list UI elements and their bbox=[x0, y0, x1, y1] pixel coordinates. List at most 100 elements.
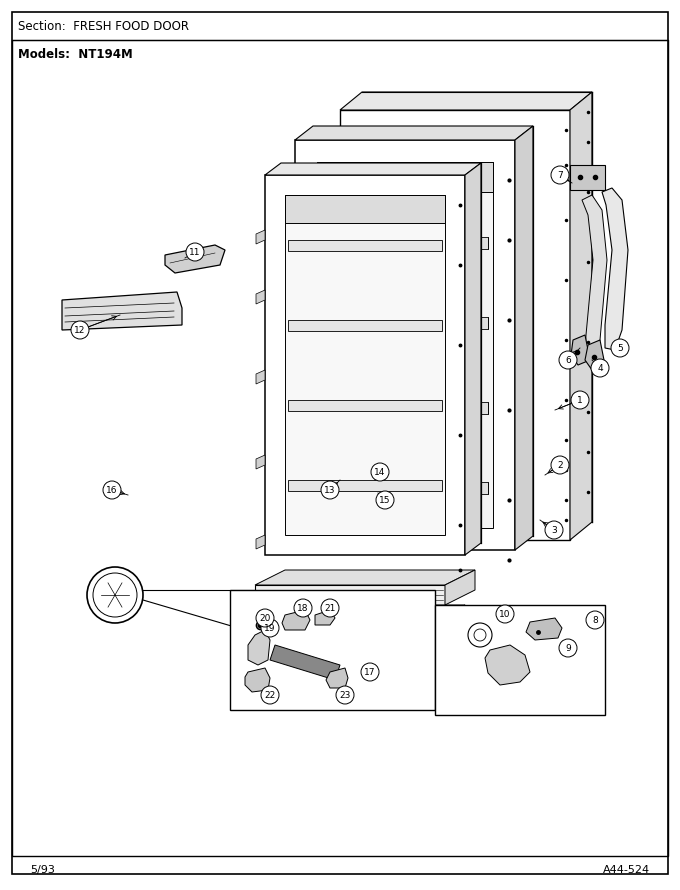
Polygon shape bbox=[515, 126, 533, 550]
Circle shape bbox=[294, 599, 312, 617]
Bar bbox=[230, 590, 435, 710]
Text: 5: 5 bbox=[617, 344, 623, 352]
Text: 20: 20 bbox=[259, 613, 271, 622]
Polygon shape bbox=[585, 340, 605, 370]
Circle shape bbox=[103, 481, 121, 499]
Text: 12: 12 bbox=[74, 326, 86, 335]
Text: 8: 8 bbox=[592, 616, 598, 625]
Polygon shape bbox=[571, 335, 590, 365]
Polygon shape bbox=[340, 110, 570, 540]
Circle shape bbox=[496, 605, 514, 623]
Polygon shape bbox=[288, 240, 442, 251]
Polygon shape bbox=[315, 610, 335, 625]
Polygon shape bbox=[256, 290, 265, 304]
Text: 22: 22 bbox=[265, 691, 275, 700]
Circle shape bbox=[256, 609, 274, 627]
Polygon shape bbox=[435, 605, 465, 640]
Polygon shape bbox=[317, 162, 493, 192]
Circle shape bbox=[586, 611, 604, 629]
Polygon shape bbox=[570, 92, 592, 540]
Circle shape bbox=[321, 481, 339, 499]
Circle shape bbox=[361, 663, 379, 681]
Polygon shape bbox=[322, 237, 488, 249]
Polygon shape bbox=[322, 317, 488, 329]
Polygon shape bbox=[295, 140, 515, 550]
Polygon shape bbox=[602, 188, 628, 350]
Circle shape bbox=[71, 321, 89, 339]
Polygon shape bbox=[62, 292, 182, 330]
Text: A44-524: A44-524 bbox=[603, 865, 650, 875]
Polygon shape bbox=[287, 340, 295, 355]
Text: 13: 13 bbox=[324, 486, 336, 495]
Circle shape bbox=[551, 166, 569, 184]
Polygon shape bbox=[322, 482, 488, 494]
Text: 1: 1 bbox=[577, 395, 583, 404]
Text: 16: 16 bbox=[106, 486, 118, 495]
Text: 21: 21 bbox=[324, 603, 336, 612]
Polygon shape bbox=[295, 126, 533, 140]
Bar bbox=[435, 605, 605, 715]
Polygon shape bbox=[288, 320, 442, 331]
Text: 10: 10 bbox=[499, 610, 511, 619]
Polygon shape bbox=[287, 510, 295, 525]
Polygon shape bbox=[256, 230, 265, 244]
Polygon shape bbox=[256, 370, 265, 384]
Polygon shape bbox=[256, 455, 265, 469]
Polygon shape bbox=[570, 165, 605, 190]
Polygon shape bbox=[322, 402, 488, 414]
Circle shape bbox=[376, 491, 394, 509]
Text: 23: 23 bbox=[339, 691, 351, 700]
Polygon shape bbox=[256, 535, 265, 549]
Text: Models:  NT194M: Models: NT194M bbox=[18, 47, 133, 61]
Text: 15: 15 bbox=[379, 496, 391, 505]
Polygon shape bbox=[465, 163, 481, 555]
Circle shape bbox=[261, 686, 279, 704]
Polygon shape bbox=[287, 260, 295, 275]
Text: Section:  FRESH FOOD DOOR: Section: FRESH FOOD DOOR bbox=[18, 20, 189, 33]
Circle shape bbox=[559, 639, 577, 657]
Circle shape bbox=[591, 359, 609, 377]
Polygon shape bbox=[270, 645, 340, 680]
Circle shape bbox=[551, 456, 569, 474]
Circle shape bbox=[545, 521, 563, 539]
Polygon shape bbox=[240, 640, 455, 655]
Polygon shape bbox=[288, 480, 442, 491]
Text: 18: 18 bbox=[297, 603, 309, 612]
Circle shape bbox=[559, 351, 577, 369]
Polygon shape bbox=[245, 620, 435, 640]
Polygon shape bbox=[282, 610, 310, 630]
Text: 17: 17 bbox=[364, 668, 376, 676]
Text: 19: 19 bbox=[265, 624, 276, 633]
Polygon shape bbox=[248, 630, 270, 665]
Polygon shape bbox=[526, 618, 562, 640]
Circle shape bbox=[261, 619, 279, 637]
Text: 9: 9 bbox=[565, 643, 571, 652]
Polygon shape bbox=[288, 400, 442, 411]
Polygon shape bbox=[287, 200, 295, 215]
Circle shape bbox=[468, 623, 492, 647]
Polygon shape bbox=[285, 195, 445, 223]
Circle shape bbox=[371, 463, 389, 481]
Polygon shape bbox=[340, 92, 592, 110]
Text: 14: 14 bbox=[374, 467, 386, 476]
Polygon shape bbox=[326, 668, 348, 688]
Circle shape bbox=[611, 339, 629, 357]
Polygon shape bbox=[165, 245, 225, 273]
Polygon shape bbox=[287, 430, 295, 445]
Polygon shape bbox=[317, 162, 493, 528]
Text: 5/93: 5/93 bbox=[30, 865, 55, 875]
Polygon shape bbox=[445, 570, 475, 605]
Text: 2: 2 bbox=[557, 460, 563, 470]
Text: 11: 11 bbox=[189, 247, 201, 256]
Circle shape bbox=[87, 567, 143, 623]
Polygon shape bbox=[245, 668, 270, 692]
Circle shape bbox=[186, 243, 204, 261]
Polygon shape bbox=[255, 585, 445, 605]
Polygon shape bbox=[245, 605, 465, 620]
Polygon shape bbox=[285, 195, 445, 535]
Polygon shape bbox=[240, 655, 425, 670]
Circle shape bbox=[321, 599, 339, 617]
Text: 7: 7 bbox=[557, 171, 563, 180]
Polygon shape bbox=[485, 645, 530, 685]
Text: 6: 6 bbox=[565, 355, 571, 365]
